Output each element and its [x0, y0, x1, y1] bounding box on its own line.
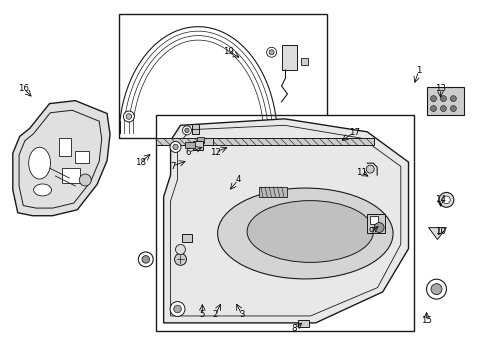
- Circle shape: [429, 96, 436, 102]
- Bar: [281, 45, 297, 70]
- Bar: [301, 58, 307, 65]
- Bar: [297, 320, 309, 327]
- Circle shape: [173, 305, 181, 313]
- Bar: [62, 168, 80, 183]
- Circle shape: [170, 302, 184, 316]
- Bar: [155, 138, 373, 145]
- Ellipse shape: [217, 188, 392, 279]
- Bar: [369, 216, 377, 224]
- Text: 1: 1: [415, 66, 421, 75]
- Circle shape: [430, 284, 441, 294]
- Ellipse shape: [246, 201, 373, 262]
- Text: 3: 3: [239, 310, 244, 319]
- Ellipse shape: [34, 184, 51, 196]
- Text: 2: 2: [212, 310, 218, 319]
- Text: 7: 7: [169, 162, 175, 171]
- Text: 17: 17: [348, 128, 359, 137]
- Circle shape: [440, 105, 446, 112]
- Bar: [258, 187, 286, 197]
- Polygon shape: [427, 228, 446, 239]
- Circle shape: [429, 105, 436, 112]
- Text: 9: 9: [367, 227, 373, 236]
- Circle shape: [266, 47, 276, 57]
- Circle shape: [366, 165, 373, 173]
- Circle shape: [440, 96, 446, 102]
- Text: 6: 6: [185, 148, 191, 157]
- Polygon shape: [163, 119, 407, 323]
- Bar: [75, 151, 89, 163]
- Circle shape: [449, 96, 455, 102]
- Circle shape: [142, 256, 149, 263]
- Text: 5: 5: [199, 310, 204, 319]
- Polygon shape: [13, 100, 110, 216]
- Bar: [119, 14, 326, 138]
- Circle shape: [175, 244, 185, 255]
- Circle shape: [449, 105, 455, 112]
- Circle shape: [126, 114, 131, 119]
- Text: 14: 14: [434, 195, 445, 204]
- Text: 8: 8: [291, 324, 297, 333]
- Circle shape: [184, 128, 189, 132]
- Bar: [60, 138, 71, 156]
- Bar: [185, 142, 195, 148]
- Bar: [197, 137, 204, 143]
- Text: 12: 12: [209, 148, 220, 157]
- Circle shape: [172, 144, 178, 150]
- Circle shape: [174, 253, 186, 265]
- Circle shape: [373, 222, 384, 233]
- Circle shape: [182, 126, 191, 135]
- Bar: [366, 213, 385, 234]
- Text: 10: 10: [434, 227, 445, 236]
- Text: 11: 11: [355, 167, 366, 176]
- Text: 15: 15: [420, 316, 431, 325]
- Text: 13: 13: [434, 84, 445, 93]
- Bar: [426, 87, 463, 114]
- Circle shape: [79, 174, 91, 186]
- Circle shape: [438, 192, 453, 207]
- Circle shape: [170, 141, 181, 152]
- Ellipse shape: [29, 147, 50, 179]
- Circle shape: [268, 50, 273, 55]
- Bar: [155, 114, 413, 331]
- Bar: [191, 125, 199, 134]
- Bar: [203, 138, 213, 145]
- Text: 4: 4: [235, 175, 240, 184]
- Text: 16: 16: [18, 84, 29, 93]
- Bar: [182, 234, 192, 242]
- Text: 18: 18: [135, 158, 146, 167]
- Bar: [193, 141, 203, 150]
- Circle shape: [138, 252, 153, 267]
- Text: 19: 19: [222, 46, 233, 55]
- Circle shape: [442, 196, 449, 204]
- Circle shape: [426, 279, 446, 299]
- Circle shape: [123, 111, 134, 122]
